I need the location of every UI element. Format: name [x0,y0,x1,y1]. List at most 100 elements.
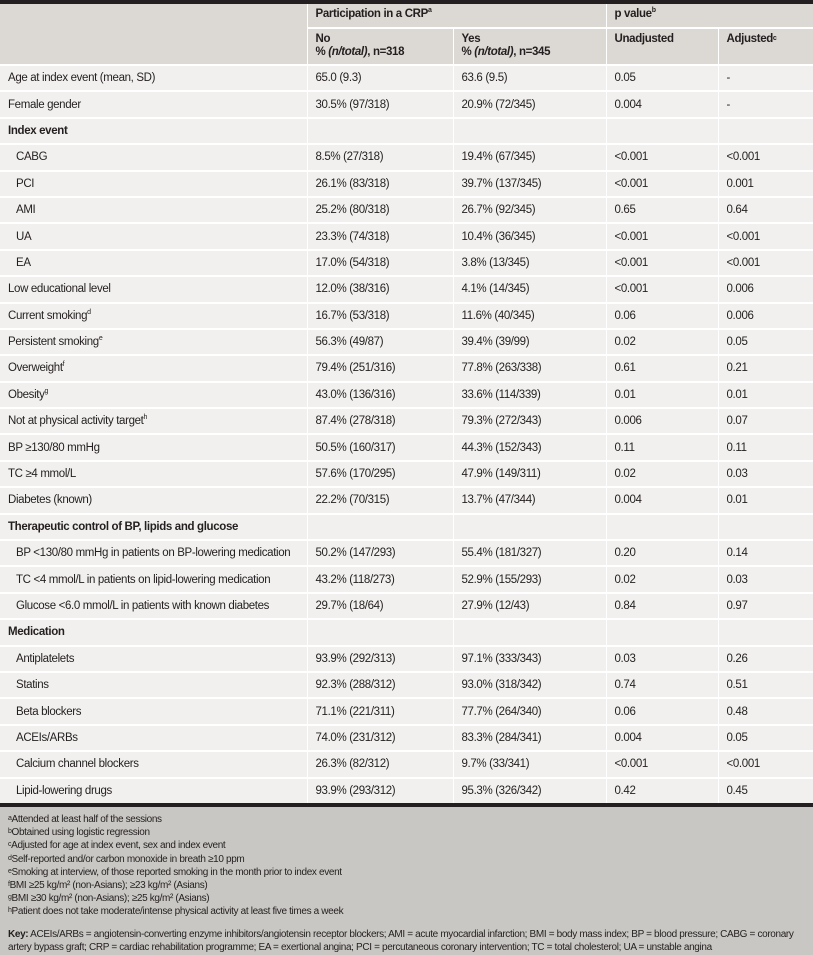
cell-yes-text: 93.0% (318/342) [461,679,542,692]
cell-yes: 77.7% (264/340) [453,698,607,726]
cell-unadjusted-text: 0.004 [614,731,642,744]
row-label-text: Glucose <6.0 mmol/L in patients with kno… [16,600,270,612]
cell-yes-text: 83.3% (284/341) [461,731,542,744]
cell-no-text: 29.7% (18/64) [315,600,384,612]
cell-adjusted-text: 0.45 [726,784,748,797]
header-yes: Yes% (n/total), n=345 [453,28,607,66]
header-participation-label: Participation in a CRP [315,8,429,20]
cell-no-text: 30.5% (97/318) [315,98,390,111]
footnote-text: Self-reported and/or carbon monoxide in … [11,853,245,865]
cell-adjusted: 0.01 [718,381,813,410]
cell-adjusted: - [718,65,813,93]
row-label: BP ≥130/80 mmHg [0,434,308,462]
header-participation: Participation in a CRPa [307,4,607,29]
cell-no-text: 50.2% (147/293) [315,547,396,560]
row-label: TC <4 mmol/L in patients on lipid-loweri… [0,566,308,594]
cell-unadjusted: 0.20 [606,540,719,568]
cell-adjusted-text: 0.03 [726,468,748,481]
cell-unadjusted: <0.001 [606,170,719,198]
table-row: Glucose <6.0 mmol/L in patients with kno… [0,592,813,621]
row-label: Calcium channel blockers [0,751,308,779]
footnote-marker: d [8,854,12,862]
key-text: ACEIs/ARBs = angiotensin-converting enzy… [8,928,794,954]
cell-adjusted-text: - [726,72,731,85]
cell-yes-text: 9.7% (33/341) [461,758,530,771]
footnote-marker: f [62,361,65,369]
cell-yes: 19.4% (67/345) [453,144,607,172]
cell-yes-text: 47.9% (149/311) [461,468,541,481]
cell-no: 12.0% (38/316) [307,276,454,304]
cell-yes: 79.3% (272/343) [453,408,607,436]
footnote-marker: g [8,894,12,902]
cell-adjusted: 0.03 [718,566,813,594]
cell-adjusted: 0.97 [718,592,813,621]
cell-no-text: 43.2% (118/273) [315,573,395,586]
row-label-text: AMI [16,204,36,217]
footnote: dSelf-reported and/or carbon monoxide in… [8,853,805,866]
cell-adjusted: 0.51 [718,671,813,700]
cell-unadjusted: 0.61 [606,355,719,383]
row-label: ACEIs/ARBs [0,724,308,753]
cell-unadjusted-text: 0.06 [614,705,636,718]
cell-adjusted-text: <0.001 [726,151,761,164]
cell-unadjusted: 0.006 [606,408,719,436]
cell-no: 26.3% (82/312) [307,751,454,779]
cell-unadjusted [606,117,719,146]
cell-no-text: 16.7% (53/318) [315,309,390,322]
cell-unadjusted-text: 0.02 [614,336,636,349]
cell-no-text: 8.5% (27/318) [315,151,384,164]
cell-yes: 63.6 (9.5) [453,65,607,93]
cell-yes: 97.1% (333/343) [453,645,607,673]
cell-yes-text: 63.6 (9.5) [461,72,508,85]
footnote-marker: b [8,828,12,836]
table-row: PCI 26.1% (83/318) 39.7% (137/345) <0.001 0.… [0,170,813,198]
cell-no: 8.5% (27/318) [307,144,454,172]
cell-yes: 27.9% (12/43) [453,592,607,621]
footnote-marker: h [8,907,12,915]
cell-yes: 52.9% (155/293) [453,566,607,594]
table-row: Lipid-lowering drugs 93.9% (293/312) 95.3%… [0,777,813,803]
footnotes-list: aAttended at least half of the sessions b… [0,807,813,919]
cell-yes-text: 27.9% (12/43) [461,600,530,612]
cell-no: 79.4% (251/316) [307,355,454,383]
cell-unadjusted-text: 0.65 [614,204,636,217]
header-pvalue: p valueb [606,4,813,29]
cell-adjusted-text: 0.03 [726,573,748,586]
cell-yes-text: 77.8% (263/338) [461,362,542,375]
cell-no-text: 50.5% (160/317) [315,441,396,454]
table-row: BP ≥130/80 mmHg 50.5% (160/317) 44.3% (152… [0,434,813,462]
cell-unadjusted: 0.84 [606,592,719,621]
footnote-marker: e [98,335,103,343]
row-label-text: Overweight [8,362,63,375]
row-label-text: Medication [8,626,65,639]
cell-no-text: 57.6% (170/295) [315,468,396,481]
table-row: Age at index event (mean, SD) 65.0 (9.3) 6… [0,65,813,93]
cell-yes-text: 3.8% (13/345) [461,256,530,269]
cell-yes: 47.9% (149/311) [453,460,607,489]
cell-unadjusted: 0.06 [606,698,719,726]
cell-no: 26.1% (83/318) [307,170,454,198]
cell-unadjusted: 0.02 [606,328,719,357]
row-label: EA [0,249,308,278]
cell-unadjusted-text: 0.84 [614,600,636,612]
row-label-text: CABG [16,151,48,164]
cell-adjusted-text: 0.11 [726,441,747,454]
cell-yes-text: 19.4% (67/345) [461,151,536,164]
table-row: UA 23.3% (74/318) 10.4% (36/345) <0.001 <0.0… [0,223,813,251]
cell-adjusted [718,619,813,647]
row-label: Female gender [0,91,308,119]
row-label-text: BP ≥130/80 mmHg [8,441,100,454]
footnote-marker: d [87,308,91,316]
cell-no: 56.3% (49/87) [307,328,454,357]
row-label-text: Age at index event (mean, SD) [8,72,156,85]
cell-yes-text: 39.7% (137/345) [461,177,542,190]
table-row: Not at physical activity targeth 87.4% (2… [0,408,813,436]
cell-unadjusted: <0.001 [606,751,719,779]
cell-adjusted-text: 0.001 [726,177,754,190]
header-unadjusted: Unadjusted [606,28,719,66]
cell-no [307,619,454,647]
table-row: TC ≥4 mmol/L 57.6% (170/295) 47.9% (149/31… [0,460,813,489]
cell-unadjusted-text: 0.11 [614,441,635,454]
cell-adjusted-text: 0.05 [726,336,748,349]
cell-adjusted: 0.05 [718,328,813,357]
